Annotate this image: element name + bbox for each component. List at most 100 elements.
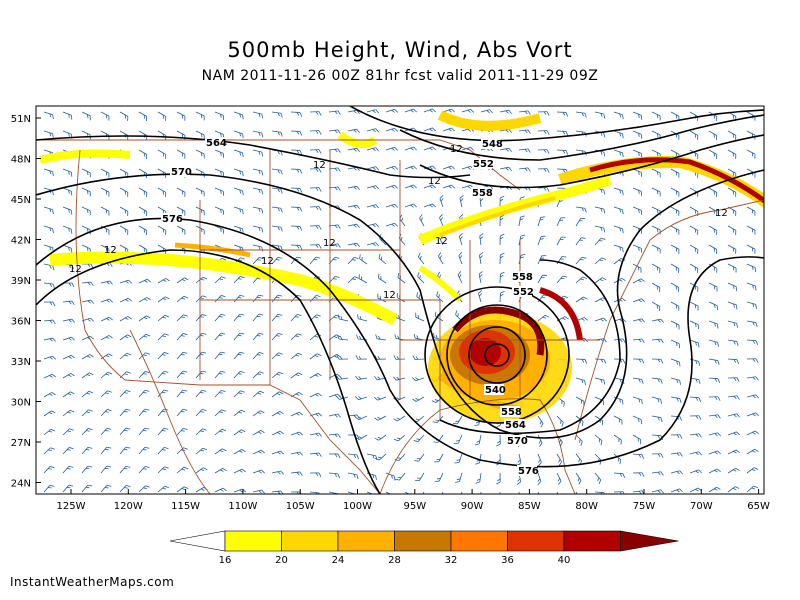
wind-barb: [309, 472, 322, 478]
wind-barb: [575, 472, 582, 485]
wind-barb: [138, 389, 150, 398]
wind-barb: [366, 185, 379, 190]
wind-barb: [43, 447, 55, 455]
wind-barb: [290, 168, 303, 174]
contour-552-top: [399, 114, 764, 161]
wind-barb: [195, 295, 207, 303]
wind-barb: [100, 371, 113, 379]
map-frame: [35, 105, 765, 495]
wind-barb: [708, 320, 719, 329]
wind-barb: [176, 466, 189, 474]
wind-barb: [670, 187, 680, 197]
wind-barb: [689, 225, 699, 235]
wind-barb: [439, 491, 444, 494]
wind-barb: [651, 338, 664, 344]
wind-barb: [746, 149, 756, 159]
wind-barb: [499, 252, 505, 265]
wind-barb: [233, 332, 245, 341]
lat-label: 51N: [11, 114, 31, 125]
wind-barb: [708, 486, 721, 493]
wind-barb: [81, 465, 93, 474]
lon-label: 85W: [518, 501, 541, 512]
lat-label: 48N: [11, 155, 31, 166]
wind-barb: [271, 111, 283, 118]
wind-barb: [81, 354, 94, 360]
gulf-coast-line: [379, 398, 576, 494]
wind-barb: [271, 294, 283, 303]
wind-barb: [708, 396, 721, 401]
wind-barb: [475, 472, 482, 484]
wind-barb: [746, 394, 759, 399]
wind-barb: [271, 168, 283, 175]
wind-barb: [575, 256, 587, 265]
wind-barb: [119, 390, 131, 398]
contour-label-540: 540: [485, 385, 506, 396]
wind-barb: [366, 204, 379, 209]
wind-barb: [290, 111, 303, 117]
longitude-axis: 125W 120W 115W 110W 105W 100W 95W 90W 85W 80W 75W 7…: [57, 489, 770, 512]
wind-barb: [157, 187, 167, 197]
wind-barb: [119, 446, 131, 455]
wind-barb: [708, 450, 721, 455]
wind-barb: [670, 320, 680, 330]
lat-label: 39N: [11, 276, 31, 287]
wind-barb: [290, 372, 303, 379]
wind-barb: [727, 320, 738, 328]
wind-barb: [195, 447, 208, 455]
wind-barb: [119, 297, 132, 303]
vort-band-nw: [39, 149, 131, 164]
wind-barb: [271, 371, 284, 379]
wind-barb: [195, 351, 207, 360]
wind-barb: [309, 256, 321, 265]
wind-barb: [499, 147, 512, 152]
vort-label: 12: [435, 236, 448, 247]
wind-barb: [575, 111, 587, 118]
wind-barb: [81, 111, 91, 121]
lat-label: 30N: [11, 398, 31, 409]
wind-barb: [708, 149, 718, 159]
wind-barb: [746, 206, 756, 216]
wind-barb: [157, 314, 170, 322]
wind-barb: [632, 453, 645, 459]
wind-barb: [214, 370, 226, 379]
wind-barb: [309, 373, 322, 379]
wind-barb: [347, 223, 360, 228]
wind-barb: [195, 149, 205, 159]
wind-barb: [395, 472, 406, 481]
wind-barb: [252, 410, 265, 417]
wind-barb: [233, 429, 246, 436]
latitude-axis: 51N 48N 45N 42N 39N 36N 33N 30N 27N 24N: [11, 114, 41, 490]
wind-barb: [62, 300, 75, 306]
wind-barb: [727, 449, 740, 455]
wind-barb: [214, 409, 226, 417]
wind-barb: [271, 206, 283, 213]
wind-barb: [252, 257, 264, 265]
wind-barb: [309, 244, 322, 249]
wind-barb: [708, 263, 718, 273]
wind-barb: [252, 225, 264, 233]
wind-barb: [195, 111, 205, 121]
wind-barb: [556, 236, 566, 246]
wind-barb: [727, 339, 739, 346]
wind-barb: [556, 472, 562, 485]
colorbar-segment: [169, 530, 226, 552]
wind-barb: [651, 244, 661, 254]
wind-barb: [119, 465, 131, 474]
wind-barb: [689, 206, 699, 216]
wind-barb: [727, 301, 738, 310]
wind-barb: [214, 149, 225, 158]
wind-barb: [575, 237, 586, 246]
wind-barb: [459, 195, 464, 208]
contour-570: [36, 169, 764, 439]
wind-barb: [651, 396, 662, 404]
wind-barb: [355, 396, 368, 401]
wind-barb: [746, 412, 759, 417]
vort-label: 12: [104, 245, 117, 256]
wind-barb: [537, 314, 550, 322]
wind-barb: [436, 291, 444, 303]
wind-barb: [81, 187, 91, 197]
wind-barb: [290, 352, 303, 360]
wind-barb: [537, 255, 547, 265]
wind-barb: [100, 168, 110, 178]
wind-barb: [651, 168, 661, 178]
